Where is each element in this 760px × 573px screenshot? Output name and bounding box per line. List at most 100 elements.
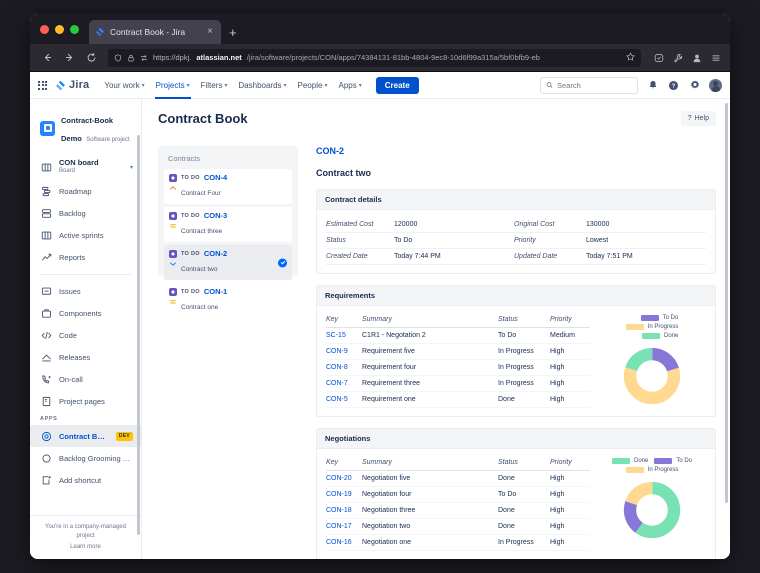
contract-list-item[interactable]: TO DO CON-4 Contract Four xyxy=(164,169,292,204)
help-icon[interactable]: ? xyxy=(667,79,680,92)
circle-icon xyxy=(40,452,52,464)
table-row[interactable]: CON-20 Negotiation five Done High xyxy=(326,470,590,487)
column-header-status: Status xyxy=(498,456,550,471)
table-row[interactable]: CON-17 Negotiation two Done High xyxy=(326,518,590,535)
user-avatar[interactable] xyxy=(709,78,722,92)
svg-text:?: ? xyxy=(672,83,676,89)
requirements-chart-legend: To Do In Progress Done xyxy=(625,315,678,339)
minimize-window-button[interactable] xyxy=(55,24,64,34)
contract-key[interactable]: CON-1 xyxy=(203,287,228,296)
row-priority: High xyxy=(550,518,590,535)
forward-button[interactable] xyxy=(60,49,78,67)
wrench-icon[interactable] xyxy=(672,52,684,64)
sidebar-item-components[interactable]: Components xyxy=(30,302,141,324)
nav-item-people[interactable]: People ▾ xyxy=(297,72,329,99)
contract-list-item[interactable]: TO DO CON-3 Contract three xyxy=(164,207,292,242)
reports-icon xyxy=(40,251,52,263)
app-switcher-icon[interactable] xyxy=(38,80,47,90)
sidebar-board-name: CON board xyxy=(59,158,99,168)
detail-issue-key[interactable]: CON-2 xyxy=(316,146,345,156)
contract-list-item-selected[interactable]: TO DO CON-2 Contract two xyxy=(164,245,292,280)
browser-profile-icon[interactable] xyxy=(691,52,703,64)
row-key[interactable]: CON-18 xyxy=(326,502,362,519)
sidebar-item-active-sprints[interactable]: Active sprints xyxy=(30,224,141,246)
sidebar-item-code[interactable]: Code xyxy=(30,324,141,346)
chevron-down-icon: ▾ xyxy=(283,82,287,89)
sidebar-item-backlog-grooming[interactable]: Backlog Grooming H... xyxy=(30,447,141,469)
back-button[interactable] xyxy=(38,49,56,67)
contract-status: TO DO xyxy=(181,212,200,219)
selected-check-icon xyxy=(278,258,287,267)
sidebar-item-releases[interactable]: Releases xyxy=(30,346,141,368)
content-scrollbar[interactable] xyxy=(724,103,728,503)
help-button[interactable]: ? Help xyxy=(680,111,716,126)
row-key[interactable]: CON-7 xyxy=(326,375,362,392)
create-button[interactable]: Create xyxy=(375,76,419,94)
sidebar-item-issues[interactable]: Issues xyxy=(30,280,141,302)
reload-button[interactable] xyxy=(82,49,100,67)
browser-menu-icon[interactable] xyxy=(710,52,722,64)
search-box[interactable] xyxy=(540,76,638,94)
browser-tab-bar: Contract Book - Jira × + xyxy=(30,14,730,44)
contract-summary: Contract two xyxy=(181,266,218,273)
help-button-label: Help xyxy=(694,115,709,122)
table-row[interactable]: SC-15 C1R1 - Negotation 2 To Do Medium xyxy=(326,327,590,344)
sidebar-item-con-board[interactable]: CON board Board ▾ xyxy=(30,154,141,180)
sidebar-item-roadmap[interactable]: Roadmap xyxy=(30,180,141,202)
content-columns: Contracts xyxy=(158,146,716,559)
table-row[interactable]: CON-8 Requirement four In Progress High xyxy=(326,359,590,376)
row-key[interactable]: CON-19 xyxy=(326,486,362,503)
close-window-button[interactable] xyxy=(40,24,49,34)
contract-key[interactable]: CON-3 xyxy=(203,211,228,220)
row-summary: Requirement three xyxy=(362,375,498,392)
board-icon xyxy=(40,161,52,173)
table-row[interactable]: CON-16 Negotiation one In Progress High xyxy=(326,534,590,551)
story-type-icon xyxy=(169,250,177,258)
row-key[interactable]: CON-17 xyxy=(326,518,362,535)
sidebar-item-project-pages[interactable]: Project pages xyxy=(30,390,141,412)
sidebar-item-backlog[interactable]: Backlog xyxy=(30,202,141,224)
column-header-key: Key xyxy=(326,313,362,328)
sidebar-project-header[interactable]: Contract-Book Demo Software project xyxy=(30,107,141,154)
row-key[interactable]: SC-15 xyxy=(326,327,362,344)
row-key[interactable]: CON-20 xyxy=(326,470,362,487)
close-tab-button[interactable]: × xyxy=(207,26,213,37)
jira-logo[interactable]: Jira xyxy=(55,79,89,91)
row-summary: Requirement four xyxy=(362,359,498,376)
table-row[interactable]: CON-7 Requirement three In Progress High xyxy=(326,375,590,392)
table-row[interactable]: CON-9 Requirement five In Progress High xyxy=(326,343,590,360)
sidebar-item-on-call[interactable]: On-call xyxy=(30,368,141,390)
table-row[interactable]: CON-18 Negotiation three Done High xyxy=(326,502,590,519)
table-row[interactable]: CON-19 Negotiation four To Do High xyxy=(326,486,590,503)
notifications-icon[interactable] xyxy=(646,79,659,92)
sidebar-item-reports[interactable]: Reports xyxy=(30,246,141,268)
sidebar-item-add-shortcut[interactable]: Add shortcut xyxy=(30,469,141,491)
new-tab-button[interactable]: + xyxy=(229,24,237,40)
window-traffic-lights[interactable] xyxy=(38,14,89,44)
nav-item-your-work[interactable]: Your work ▾ xyxy=(103,72,145,99)
sidebar-learn-more-link[interactable]: Learn more xyxy=(70,544,101,550)
privacy-shield-icon[interactable] xyxy=(653,52,665,64)
sidebar-scrollbar[interactable] xyxy=(137,135,140,535)
contract-key[interactable]: CON-4 xyxy=(203,173,228,182)
settings-gear-icon[interactable] xyxy=(688,79,701,92)
browser-tab[interactable]: Contract Book - Jira × xyxy=(89,20,221,44)
maximize-window-button[interactable] xyxy=(70,24,79,34)
row-key[interactable]: CON-8 xyxy=(326,359,362,376)
table-row[interactable]: CON-5 Requirement one Done High xyxy=(326,391,590,408)
chevron-down-icon[interactable]: ▾ xyxy=(129,164,133,171)
nav-item-dashboards[interactable]: Dashboards ▾ xyxy=(237,72,287,99)
row-key[interactable]: CON-5 xyxy=(326,391,362,408)
url-bar[interactable]: https://dpkj. atlassian.net/jira/software… xyxy=(108,48,641,67)
search-input[interactable] xyxy=(556,80,632,90)
sidebar-item-contract-book[interactable]: Contract Book DEV xyxy=(30,425,141,447)
nav-item-filters[interactable]: Filters ▾ xyxy=(200,72,229,99)
bookmark-star-icon[interactable] xyxy=(620,52,635,63)
contract-key[interactable]: CON-2 xyxy=(203,249,228,258)
row-key[interactable]: CON-9 xyxy=(326,343,362,360)
nav-item-projects[interactable]: Projects ▾ xyxy=(154,72,191,99)
nav-item-apps[interactable]: Apps ▾ xyxy=(337,72,362,99)
row-key[interactable]: CON-16 xyxy=(326,534,362,551)
contract-list-item[interactable]: TO DO CON-1 Contract one xyxy=(164,283,292,318)
field-value: To Do xyxy=(394,237,413,244)
